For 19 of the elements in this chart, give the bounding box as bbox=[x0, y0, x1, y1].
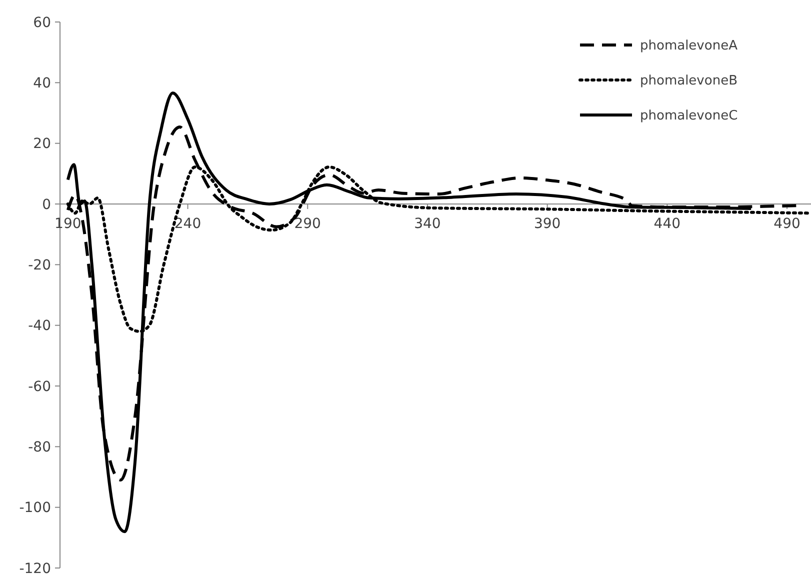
x-tick-label: 390 bbox=[534, 216, 561, 232]
x-tick-label: 240 bbox=[174, 216, 202, 232]
y-tick-label: -100 bbox=[19, 500, 51, 516]
y-tick-label: -20 bbox=[28, 258, 51, 274]
y-tick-label: -60 bbox=[28, 378, 51, 395]
x-tick-label: 440 bbox=[654, 216, 681, 232]
legend-label: phomalevoneB bbox=[640, 74, 738, 89]
x-tick-label: 340 bbox=[414, 216, 441, 232]
y-tick-label: -120 bbox=[19, 560, 51, 574]
x-tick-label: 290 bbox=[294, 216, 321, 232]
y-tick-label: -40 bbox=[28, 318, 51, 334]
legend-label: phomalevoneC bbox=[640, 108, 738, 124]
legend-label: phomalevoneA bbox=[640, 38, 738, 54]
y-tick-label: 40 bbox=[33, 76, 51, 92]
x-tick-label: 490 bbox=[774, 216, 800, 232]
y-tick-label: 60 bbox=[33, 14, 51, 31]
y-tick-label: 20 bbox=[33, 136, 51, 152]
y-tick-label: -80 bbox=[28, 440, 51, 456]
y-tick-label: 0 bbox=[42, 196, 51, 213]
